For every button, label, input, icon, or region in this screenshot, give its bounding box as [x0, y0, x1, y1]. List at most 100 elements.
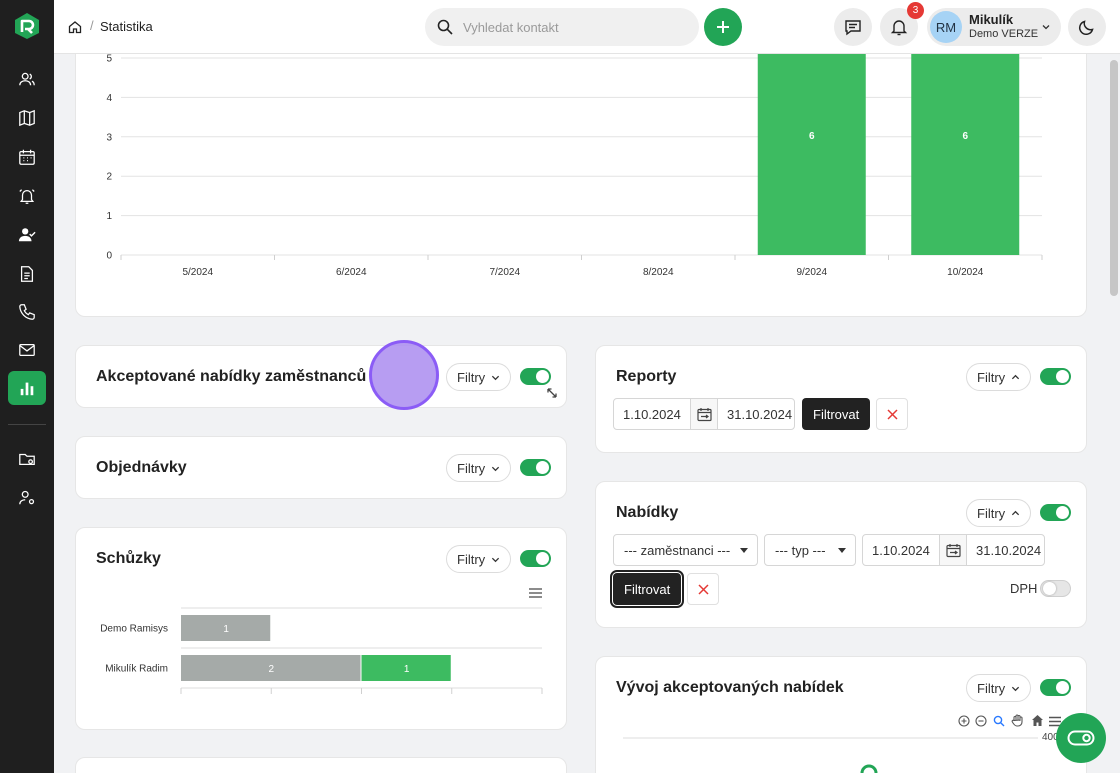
- notification-badge: 3: [907, 2, 924, 19]
- orders-card: Objednávky Filtry: [75, 436, 567, 499]
- employees-select[interactable]: --- zaměstnanci ---: [613, 534, 758, 566]
- accepted-trend-card: Vývoj akceptovaných nabídek Filtry 400: [595, 656, 1087, 773]
- sidebar-item-mail[interactable]: [8, 333, 46, 367]
- bar: [757, 21, 866, 255]
- visibility-toggle[interactable]: [1040, 679, 1071, 696]
- x-tick-label: 5/2024: [182, 267, 213, 278]
- filters-button[interactable]: Filtry: [966, 674, 1032, 702]
- messages-button[interactable]: [834, 8, 872, 46]
- date-from-input[interactable]: 1.10.2024: [623, 406, 681, 422]
- sidebar-item-documents[interactable]: [8, 257, 46, 291]
- filters-button[interactable]: Filtry: [966, 499, 1032, 527]
- filters-button[interactable]: Filtry: [446, 363, 512, 391]
- chevron-up-icon: [1012, 510, 1020, 515]
- filters-button[interactable]: Filtry: [446, 545, 512, 573]
- y-tick-label: 3: [106, 132, 112, 143]
- chat-icon: [845, 20, 861, 36]
- top-bar-chart: 0 1 2 3 4 5 5/2024 6/2024 7/2024 8/2024 9/2024 6 10/…: [106, 21, 1043, 278]
- bar-data-label: 2: [268, 664, 274, 675]
- sidebar-divider: [8, 424, 46, 425]
- user-menu[interactable]: RM Mikulík Demo VERZE: [927, 8, 1061, 46]
- next-card: [75, 757, 567, 773]
- type-select-value: --- typ ---: [775, 542, 826, 558]
- app-logo-icon[interactable]: [14, 12, 40, 40]
- filters-label: Filtry: [457, 551, 486, 567]
- date-range: 1.10.2024 31.10.2024: [613, 398, 795, 430]
- reset-home-icon[interactable]: [1031, 714, 1044, 727]
- visibility-toggle[interactable]: [1040, 368, 1071, 385]
- meetings-bar-chart: Demo Ramisys 1 Mikulík Radim 2 1: [100, 607, 543, 694]
- plus-icon: [717, 21, 729, 33]
- scrollbar-thumb[interactable]: [1110, 60, 1118, 296]
- sidebar-item-calendar[interactable]: [8, 140, 46, 174]
- chevron-down-icon: [1012, 686, 1020, 691]
- sidebar-item-folder-settings[interactable]: [8, 442, 46, 476]
- bar: [911, 21, 1020, 255]
- type-select[interactable]: --- typ ---: [764, 534, 856, 566]
- visibility-toggle[interactable]: [1040, 504, 1071, 521]
- x-tick-label: 10/2024: [947, 267, 984, 278]
- date-to-input[interactable]: 31.10.2024: [976, 542, 1042, 558]
- filter-button[interactable]: Filtrovat: [609, 570, 685, 608]
- chart-menu-icon[interactable]: [528, 587, 543, 599]
- y-category-label: Demo Ramisys: [100, 624, 168, 635]
- clear-filter-button[interactable]: [687, 573, 719, 605]
- x-tick-label: 6/2024: [336, 267, 367, 278]
- date-to-input[interactable]: 31.10.2024: [727, 406, 793, 422]
- resize-handle-icon[interactable]: [546, 387, 558, 399]
- theme-toggle-button[interactable]: [1068, 8, 1106, 46]
- pan-hand-icon[interactable]: [1011, 714, 1024, 727]
- y-tick-label: 5: [106, 54, 112, 65]
- sidebar-item-phone[interactable]: [8, 295, 46, 329]
- clear-filter-button[interactable]: [876, 398, 908, 430]
- date-range-button[interactable]: [690, 399, 718, 429]
- bar-data-label: 6: [962, 131, 968, 142]
- calendar-range-icon: [945, 543, 961, 557]
- avatar: RM: [930, 11, 962, 43]
- floating-toggle-button[interactable]: [1056, 713, 1106, 763]
- filters-label: Filtry: [977, 680, 1006, 696]
- user-name: Mikulík: [969, 12, 1014, 27]
- search-input[interactable]: [463, 8, 683, 46]
- home-icon[interactable]: [68, 20, 82, 34]
- visibility-toggle[interactable]: [520, 368, 551, 385]
- chevron-down-icon: [492, 375, 500, 380]
- sidebar-item-contacts[interactable]: [8, 62, 46, 96]
- filters-button[interactable]: Filtry: [966, 363, 1032, 391]
- add-button[interactable]: [704, 8, 742, 46]
- sidebar-item-user-check[interactable]: [8, 218, 46, 252]
- search-box: [425, 8, 699, 46]
- zoom-in-icon[interactable]: [958, 715, 970, 727]
- date-from-input[interactable]: 1.10.2024: [872, 542, 930, 558]
- card-title: Schůzky: [96, 550, 161, 567]
- y-axis-top-label: 400: [1042, 732, 1059, 743]
- chevron-up-icon: [1012, 374, 1020, 379]
- filter-button[interactable]: Filtrovat: [802, 398, 871, 430]
- top-header: / Statistika 3 RM Mikulík Demo VERZE: [54, 0, 1120, 54]
- trend-data-point: [860, 764, 878, 773]
- sidebar-item-statistics[interactable]: [8, 371, 46, 405]
- trend-line-chart: [623, 737, 1038, 773]
- visibility-toggle[interactable]: [520, 459, 551, 476]
- bar-segment: [361, 655, 451, 681]
- y-tick-label: 1: [106, 211, 112, 222]
- user-organization: Demo VERZE: [969, 28, 1039, 40]
- phone-icon: [19, 304, 35, 320]
- sidebar-item-map[interactable]: [8, 101, 46, 135]
- visibility-toggle[interactable]: [520, 550, 551, 567]
- vat-toggle[interactable]: [1040, 580, 1071, 597]
- date-range-button[interactable]: [939, 535, 967, 565]
- selection-zoom-icon[interactable]: [993, 715, 1005, 727]
- zoom-out-icon[interactable]: [975, 715, 987, 727]
- sidebar: [0, 0, 54, 773]
- sidebar-item-alarm[interactable]: [8, 179, 46, 213]
- y-tick-label: 0: [106, 251, 112, 262]
- chevron-down-icon: [1042, 25, 1050, 30]
- employees-select-value: --- zaměstnanci ---: [624, 542, 731, 558]
- chevron-down-icon: [492, 557, 500, 562]
- card-title: Nabídky: [616, 504, 679, 521]
- filters-button[interactable]: Filtry: [446, 454, 512, 482]
- breadcrumb-separator: /: [90, 18, 94, 33]
- sidebar-item-user-settings[interactable]: [8, 481, 46, 515]
- bar-segment: [181, 655, 361, 681]
